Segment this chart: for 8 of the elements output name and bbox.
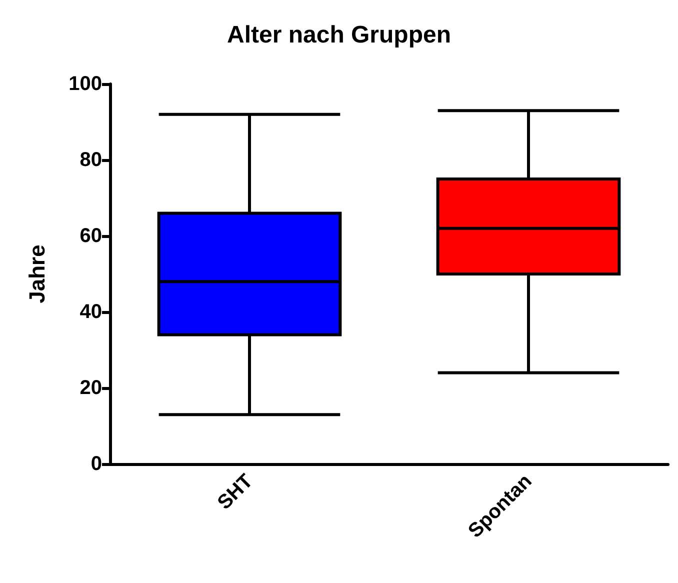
y-tick-label: 0 — [90, 453, 102, 475]
y-tick-label: 40 — [80, 301, 102, 323]
y-tick-label: 100 — [68, 73, 102, 95]
y-tick-label: 60 — [80, 225, 102, 247]
y-tick-label: 20 — [80, 377, 102, 399]
chart-title: Alter nach Gruppen — [226, 22, 452, 48]
y-axis-title: Jahre — [24, 244, 50, 304]
y-tick-label: 80 — [80, 149, 102, 171]
